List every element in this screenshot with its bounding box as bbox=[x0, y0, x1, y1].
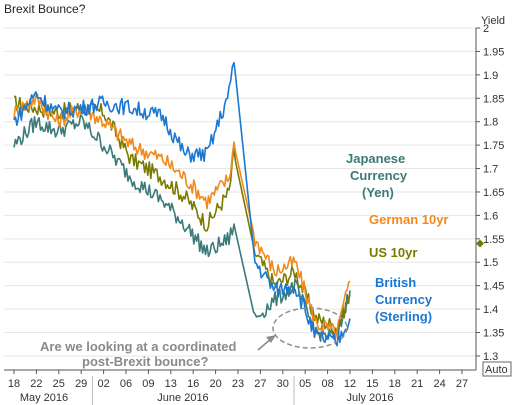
y-tick-label: 1.65 bbox=[483, 187, 504, 199]
month-labels: May 2016 June 2016 July 2016 bbox=[20, 376, 394, 405]
month-label: June 2016 bbox=[157, 392, 208, 404]
x-tick-label: 06 bbox=[120, 378, 132, 390]
x-tick-label: 05 bbox=[299, 378, 311, 390]
chart-title: Brexit Bounce? bbox=[4, 2, 86, 16]
y-tick-label: 1.3 bbox=[483, 351, 498, 363]
month-label: May 2016 bbox=[20, 392, 68, 404]
auto-button[interactable]: Auto bbox=[485, 364, 508, 376]
y-tick-label: 1.5 bbox=[483, 257, 498, 269]
german-label: German 10yr bbox=[369, 212, 449, 227]
x-tick-label: 18 bbox=[389, 378, 401, 390]
x-tick-label: 25 bbox=[53, 378, 65, 390]
auto-button-frame[interactable] bbox=[482, 361, 512, 377]
y-tick-label: 1.35 bbox=[483, 328, 504, 340]
x-tick-label: 12 bbox=[344, 378, 356, 390]
x-tick-label: 15 bbox=[366, 378, 378, 390]
y-axis: 1.3 1.35 1.4 1.45 1.5 1.55 1.6 1.65 1.7 1.75 1.8 1.… bbox=[476, 23, 504, 363]
yen-label-line-1: Japanese bbox=[346, 151, 405, 166]
y-tick-label: 1.4 bbox=[483, 304, 498, 316]
x-tick-label: 09 bbox=[142, 378, 154, 390]
y-tick-label: 1.95 bbox=[483, 46, 504, 58]
x-tick-label: 02 bbox=[97, 378, 109, 390]
x-axis: 18 22 25 29 02 06 09 13 16 20 23 27 30 05 08 12 15 18 21 24… bbox=[8, 370, 468, 390]
y-tick-label: 1.75 bbox=[483, 140, 504, 152]
x-tick-label: 27 bbox=[456, 378, 468, 390]
callout-ellipse bbox=[272, 307, 348, 349]
x-tick-label: 18 bbox=[8, 378, 20, 390]
y-tick-label: 2 bbox=[483, 23, 489, 35]
sterling-label-line-3: (Sterling) bbox=[375, 309, 432, 324]
x-tick-label: 23 bbox=[232, 378, 244, 390]
x-tick-label: 29 bbox=[75, 378, 87, 390]
series-layer bbox=[13, 61, 351, 347]
x-tick-label: 27 bbox=[254, 378, 266, 390]
x-tick-label: 30 bbox=[277, 378, 289, 390]
x-tick-label: 24 bbox=[433, 378, 445, 390]
series-line bbox=[13, 114, 351, 342]
x-tick-label: 20 bbox=[209, 378, 221, 390]
sterling-label-line-1: British bbox=[375, 275, 416, 290]
y-tick-label: 1.45 bbox=[483, 281, 504, 293]
x-tick-label: 13 bbox=[165, 378, 177, 390]
series-line bbox=[13, 61, 351, 347]
x-tick-label: 16 bbox=[187, 378, 199, 390]
yen-label-line-2: Currency bbox=[350, 168, 408, 183]
sterling-label-line-2: Currency bbox=[375, 292, 433, 307]
callout-text-line-2: post-Brexit bounce? bbox=[82, 354, 208, 369]
callout-arrow-head bbox=[266, 335, 276, 343]
y-tick-label: 1.55 bbox=[483, 234, 504, 246]
y-tick-label: 1.8 bbox=[483, 117, 498, 129]
y-tick-label: 1.9 bbox=[483, 70, 498, 82]
month-label: July 2016 bbox=[346, 392, 393, 404]
yen-label-line-3: (Yen) bbox=[362, 185, 394, 200]
current-value-marker bbox=[476, 239, 484, 248]
y-tick-label: 1.6 bbox=[483, 210, 498, 222]
callout-text-line-1: Are we looking at a coordinated bbox=[40, 339, 237, 354]
y-tick-label: 1.85 bbox=[483, 93, 504, 105]
x-tick-label: 22 bbox=[30, 378, 42, 390]
x-tick-label: 08 bbox=[321, 378, 333, 390]
y-tick-label: 1.7 bbox=[483, 164, 498, 176]
x-tick-label: 21 bbox=[411, 378, 423, 390]
y-axis-label: Yield bbox=[481, 15, 505, 27]
us-label: US 10yr bbox=[369, 245, 417, 260]
